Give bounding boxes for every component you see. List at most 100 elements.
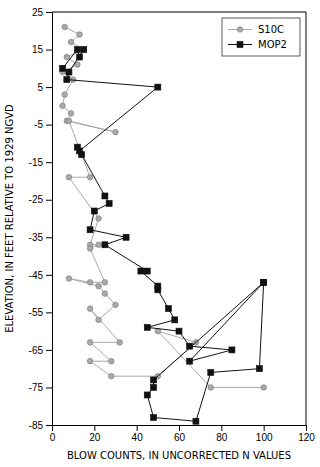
point	[102, 242, 108, 248]
tick-mark	[137, 425, 138, 431]
line	[63, 50, 264, 422]
x-axis: 0 20 40 60 80 100 120	[50, 425, 316, 443]
tick-label: 120	[298, 432, 315, 443]
point	[74, 47, 80, 53]
tick-mark	[46, 425, 52, 426]
point	[172, 317, 178, 323]
tick: 100	[256, 425, 273, 443]
point	[113, 129, 119, 135]
point	[155, 84, 161, 90]
point	[261, 279, 267, 285]
legend-label: S10C	[258, 24, 284, 35]
tick-label: -85	[29, 420, 44, 431]
point	[96, 242, 102, 248]
point	[261, 279, 267, 285]
point	[66, 69, 72, 75]
tick-mark	[46, 237, 52, 238]
tick: -45	[29, 270, 52, 281]
legend-label: MOP2	[258, 39, 287, 50]
point	[155, 287, 161, 293]
tick-mark	[46, 12, 52, 13]
series	[60, 24, 267, 390]
tick: 5	[37, 82, 52, 93]
legend-marker	[237, 42, 243, 48]
tick-label: -65	[29, 345, 44, 356]
tick-label: 0	[50, 432, 56, 443]
tick: 120	[298, 425, 315, 443]
point	[87, 174, 93, 180]
tick: -55	[29, 307, 52, 318]
point	[151, 377, 157, 383]
point	[102, 291, 108, 297]
point	[151, 414, 157, 420]
point	[87, 306, 93, 312]
line	[63, 27, 264, 387]
tick-label: 40	[132, 432, 144, 443]
tick-mark	[46, 200, 52, 201]
frame	[52, 12, 306, 13]
tick-label: -55	[29, 307, 44, 318]
tick: 60	[174, 425, 186, 443]
tick: 15	[32, 44, 52, 55]
tick: -75	[29, 382, 52, 393]
tick-label: 15	[32, 44, 44, 55]
point	[117, 340, 123, 346]
x-axis-title: BLOW COUNTS, IN UNCORRECTED N VALUES	[67, 450, 291, 461]
point	[229, 347, 235, 353]
tick-label: -35	[29, 232, 44, 243]
point	[74, 144, 80, 150]
tick-mark	[46, 387, 52, 388]
point	[64, 54, 70, 60]
tick: 25	[32, 7, 52, 18]
point	[96, 216, 102, 222]
tick-label: 5	[37, 82, 43, 93]
point	[81, 47, 87, 53]
point	[165, 306, 171, 312]
point	[256, 366, 262, 372]
chart: 02040608010012025155-5-15-25-35-45-55-65…	[0, 0, 320, 467]
point	[87, 227, 93, 233]
tick-mark	[264, 425, 265, 431]
tick-label: -45	[29, 270, 44, 281]
tick-mark	[94, 425, 95, 431]
tick-mark	[46, 162, 52, 163]
point	[62, 24, 68, 30]
tick: -85	[29, 420, 52, 431]
tick-mark	[221, 425, 222, 431]
point	[68, 39, 74, 45]
point	[102, 280, 108, 286]
point	[87, 340, 93, 346]
point	[208, 369, 214, 375]
point	[62, 92, 68, 98]
point	[87, 280, 93, 286]
point	[87, 358, 93, 364]
point	[66, 174, 72, 180]
point	[208, 385, 214, 391]
point	[113, 302, 119, 308]
tick-mark	[46, 50, 52, 51]
tick: 80	[216, 425, 228, 443]
tick-label: 20	[89, 432, 101, 443]
series-layer	[60, 24, 267, 424]
point	[144, 268, 150, 274]
point	[108, 373, 114, 379]
point	[66, 118, 72, 124]
legend-item: MOP2	[228, 39, 287, 50]
tick: -5	[34, 119, 52, 130]
tick: 0	[50, 425, 56, 443]
point	[123, 234, 129, 240]
tick-mark	[46, 87, 52, 88]
tick-label: -75	[29, 382, 44, 393]
legend-box	[222, 18, 300, 56]
point	[106, 200, 112, 206]
tick-mark	[179, 425, 180, 431]
tick-mark	[306, 425, 307, 431]
tick-label: 80	[216, 432, 228, 443]
tick: -65	[29, 345, 52, 356]
point	[176, 328, 182, 334]
tick-label: 25	[32, 7, 44, 18]
point	[261, 385, 267, 391]
point	[77, 32, 83, 38]
point	[68, 111, 74, 117]
point	[144, 392, 150, 398]
